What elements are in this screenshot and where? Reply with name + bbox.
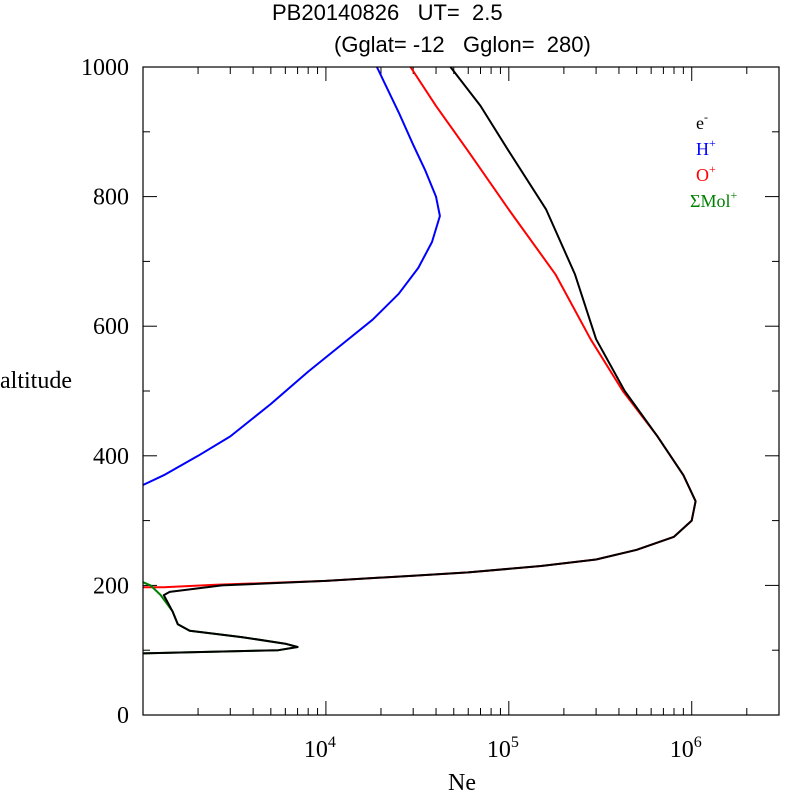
x-tick-label: 105: [487, 734, 519, 763]
series-line-O-: [143, 66, 697, 589]
series-lines: [142, 66, 697, 655]
y-tick-label: 800: [93, 185, 129, 211]
y-tick-label: 0: [117, 703, 129, 729]
legend-item: ΣMol+: [690, 188, 738, 211]
x-axis-label: Ne: [448, 770, 476, 796]
y-tick-label: 200: [93, 573, 129, 599]
plot-frame: [142, 66, 780, 716]
legend-item: H+: [696, 136, 716, 159]
series-line-H-: [142, 66, 441, 486]
y-axis-label: altitude: [0, 368, 72, 394]
y-tick-label: 1000: [81, 55, 129, 81]
legend-item: O+: [696, 162, 716, 185]
y-tick-label: 600: [93, 314, 129, 340]
chart-title: PB20140826 UT= 2.5: [272, 0, 503, 25]
chart-subtitle: (Gglat= -12 Gglon= 280): [334, 32, 591, 57]
x-tick-label: 104: [304, 734, 336, 763]
x-tick-label: 106: [670, 734, 702, 763]
y-tick-label: 400: [93, 444, 129, 470]
series-line-e-: [142, 66, 697, 655]
tick-labels: 0 200 400 600 800 1000 104 105 106: [81, 55, 702, 763]
legend-item: e-: [696, 110, 708, 133]
axis-ticks: [142, 66, 780, 716]
